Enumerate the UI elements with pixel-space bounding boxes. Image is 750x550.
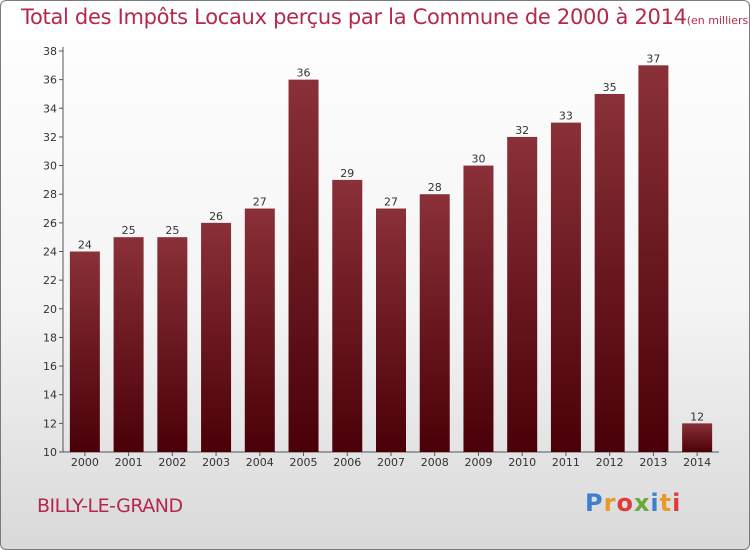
logo-letter: P [585, 489, 604, 517]
value-label-2009: 30 [471, 153, 485, 166]
value-label-2007: 27 [384, 196, 398, 209]
bar-2006 [332, 179, 363, 452]
bar-2000 [69, 251, 100, 452]
value-label-2000: 24 [78, 239, 92, 252]
x-tick-labels: 2000 2001 2002 2003 2004 2005 2006 2007 2008 2009… [71, 456, 711, 469]
title-main: Total des Impôts Locaux perçus par la Co… [21, 5, 687, 29]
commune-name: BILLY-LE-GRAND [37, 495, 183, 517]
y-tick-label: 14 [43, 389, 57, 402]
y-tick-labels: 10 12 14 16 18 20 22 24 26 28 30 32 34 36 38 [43, 45, 57, 459]
x-tick-label-2001: 2001 [115, 456, 143, 469]
value-label-2014: 12 [690, 410, 704, 423]
y-tick-label: 22 [43, 274, 57, 287]
bar-2003 [201, 222, 232, 452]
y-tick-label: 26 [43, 217, 57, 230]
bar-2014 [682, 423, 713, 452]
value-label-2013: 37 [646, 52, 660, 65]
logo-letter: o [616, 489, 634, 517]
y-tick-label: 38 [43, 45, 57, 58]
value-label-2003: 26 [209, 210, 223, 223]
value-label-2005: 36 [297, 67, 311, 80]
y-tick-label: 36 [43, 74, 57, 87]
bar-2002 [157, 237, 188, 452]
x-tick-label-2014: 2014 [683, 456, 711, 469]
logo-letter: i [650, 489, 660, 517]
bar-2009 [463, 165, 494, 453]
y-tick-label: 34 [43, 102, 57, 115]
bar-2005 [288, 79, 319, 453]
x-tick-label-2002: 2002 [158, 456, 186, 469]
y-tick-label: 10 [43, 446, 57, 459]
value-label-2001: 25 [122, 224, 136, 237]
y-tick-label: 24 [43, 246, 57, 259]
logo-letter: x [633, 489, 651, 517]
bar-2012 [594, 93, 625, 452]
x-tick-label-2000: 2000 [71, 456, 99, 469]
x-tick-label-2006: 2006 [333, 456, 361, 469]
y-tick-label: 18 [43, 331, 57, 344]
x-tick-label-2005: 2005 [290, 456, 318, 469]
value-labels: 24 25 25 26 27 36 29 27 28 30 32 33 35 37 12 [78, 52, 704, 423]
bar-2008 [419, 194, 450, 452]
bar-2011 [550, 122, 581, 452]
y-tick-label: 16 [43, 360, 57, 373]
x-tick-label-2008: 2008 [421, 456, 449, 469]
bar-2010 [507, 136, 538, 452]
x-tick-label-2007: 2007 [377, 456, 405, 469]
title-unit: (en milliers d'€) [686, 14, 749, 27]
value-label-2002: 25 [165, 224, 179, 237]
x-tick-label-2009: 2009 [464, 456, 492, 469]
bar-2004 [244, 208, 275, 452]
y-tick-label: 12 [43, 417, 57, 430]
proxiti-logo: Proxiti [585, 489, 681, 517]
x-tick-label-2010: 2010 [508, 456, 536, 469]
x-tick-label-2003: 2003 [202, 456, 230, 469]
logo-letter: i [672, 489, 682, 517]
y-tick-label: 20 [43, 303, 57, 316]
value-label-2011: 33 [559, 110, 573, 123]
bar-2001 [113, 237, 144, 452]
x-tick-label-2013: 2013 [639, 456, 667, 469]
x-tick-label-2012: 2012 [596, 456, 624, 469]
value-label-2008: 28 [428, 181, 442, 194]
logo-letter: t [659, 489, 673, 517]
bar-2007 [376, 208, 406, 452]
value-label-2010: 32 [515, 124, 529, 137]
y-tick-label: 32 [43, 131, 57, 144]
bars [69, 65, 713, 453]
value-label-2004: 27 [253, 196, 267, 209]
x-tick-label-2004: 2004 [246, 456, 274, 469]
logo-letter: r [603, 489, 617, 517]
y-tick-label: 28 [43, 188, 57, 201]
value-label-2012: 35 [603, 81, 617, 94]
x-tick-label-2011: 2011 [552, 456, 580, 469]
y-tick-label: 30 [43, 160, 57, 173]
bar-2013 [638, 65, 669, 453]
value-label-2006: 29 [340, 167, 354, 180]
chart-title: Total des Impôts Locaux perçus par la Co… [21, 5, 749, 29]
